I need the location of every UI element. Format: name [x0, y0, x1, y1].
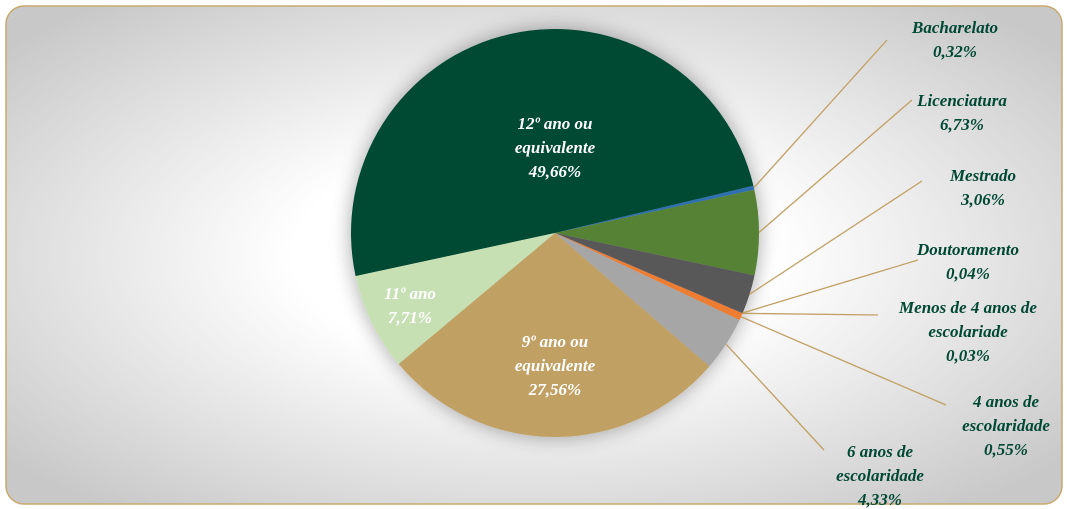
slice-label: 6 anos de escolaridade 4,33% [820, 440, 940, 509]
slice-label: Doutoramento 0,04% [893, 238, 1043, 286]
slice-label: 11º ano 7,71% [370, 282, 450, 330]
slice-name: Mestrado [949, 166, 1017, 185]
pie-slice [555, 233, 743, 314]
slice-name: Bacharelato [912, 18, 998, 37]
slice-value: 3,06% [961, 190, 1005, 209]
slice-label: Bacharelato 0,32% [885, 16, 1025, 64]
slice-label: 12º ano ou equivalente 49,66% [485, 112, 625, 184]
slice-value: 0,04% [946, 264, 990, 283]
leader-line [753, 39, 888, 189]
slice-value: 6,73% [940, 115, 984, 134]
slice-value: 7,71% [388, 308, 432, 327]
slice-value: 27,56% [528, 380, 582, 399]
slice-label: Licenciatura 6,73% [892, 89, 1032, 137]
leader-line [725, 343, 825, 451]
leader-line [742, 259, 919, 314]
slice-name: Menos de 4 anos de escolariade [899, 298, 1037, 341]
slice-name: Doutoramento [916, 240, 1020, 259]
slice-value: 0,55% [984, 440, 1028, 459]
pie-slice [555, 233, 740, 367]
slice-label: Menos de 4 anos de escolariade 0,03% [879, 296, 1057, 368]
pie-slice [398, 233, 710, 437]
pie-slice [555, 233, 755, 313]
slice-name: 4 anos de escolaridade [962, 392, 1050, 435]
pie-slice [355, 233, 555, 365]
leader-line [758, 99, 913, 233]
pie-slice [555, 233, 743, 320]
pie-slice [555, 185, 755, 233]
leader-line [740, 316, 947, 406]
leader-line [749, 180, 923, 295]
slice-name: Licenciatura [917, 91, 1007, 110]
slice-name: 11º ano [384, 284, 436, 303]
slice-value: 49,66% [528, 162, 582, 181]
slice-name: 9º ano ou equivalente [514, 332, 596, 375]
slice-label: 4 anos de escolaridade 0,55% [947, 390, 1065, 462]
pie [351, 29, 759, 437]
slice-value: 0,03% [946, 346, 990, 365]
slice-name: 12º ano ou equivalente [514, 114, 596, 157]
leader-line [742, 312, 879, 316]
slice-label: Mestrado 3,06% [913, 164, 1053, 212]
slice-value: 4,33% [858, 490, 902, 509]
pie-slice [555, 189, 759, 276]
pie-slice [555, 233, 743, 314]
slice-label: 9º ano ou equivalente 27,56% [485, 330, 625, 402]
slice-name: 6 anos de escolaridade [836, 442, 924, 485]
pie-slice [351, 29, 754, 277]
slice-value: 0,32% [933, 42, 977, 61]
